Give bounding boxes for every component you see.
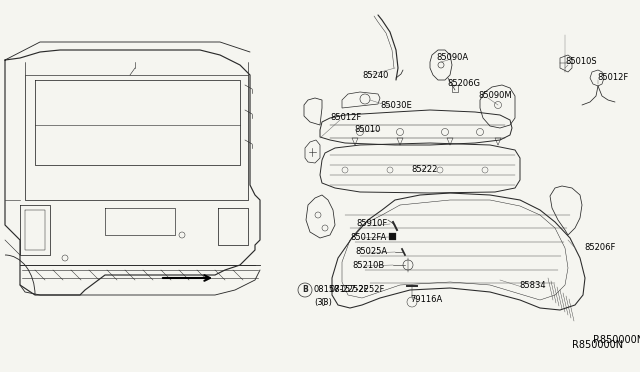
Text: 85012F: 85012F [330, 113, 361, 122]
Text: 85910F: 85910F [356, 219, 387, 228]
Text: 85206G: 85206G [447, 78, 480, 87]
Text: 85090A: 85090A [436, 54, 468, 62]
Text: 85012FA: 85012FA [350, 232, 387, 241]
Text: 85012F: 85012F [597, 74, 628, 83]
Text: 85090M: 85090M [478, 92, 511, 100]
Bar [452, 85, 458, 92]
Text: 85240: 85240 [362, 71, 388, 80]
Text: 85025A: 85025A [355, 247, 387, 256]
Text: 85010: 85010 [354, 125, 380, 135]
Text: 85834: 85834 [519, 280, 546, 289]
Text: 79116A: 79116A [410, 295, 442, 305]
Text: R850000N: R850000N [572, 340, 623, 350]
Text: 85206F: 85206F [584, 243, 616, 251]
Text: R850000N: R850000N [593, 335, 640, 345]
Text: (3): (3) [314, 298, 326, 307]
Text: B: B [302, 285, 308, 295]
Text: 85030E: 85030E [380, 100, 412, 109]
Text: 85222: 85222 [411, 164, 437, 173]
Text: 08157-2252F: 08157-2252F [329, 285, 385, 295]
Bar [389, 233, 396, 240]
Text: 85010S: 85010S [565, 58, 596, 67]
Text: 08157-2252F: 08157-2252F [314, 285, 369, 295]
Text: 85210B: 85210B [352, 260, 384, 269]
Text: (3): (3) [320, 298, 332, 307]
